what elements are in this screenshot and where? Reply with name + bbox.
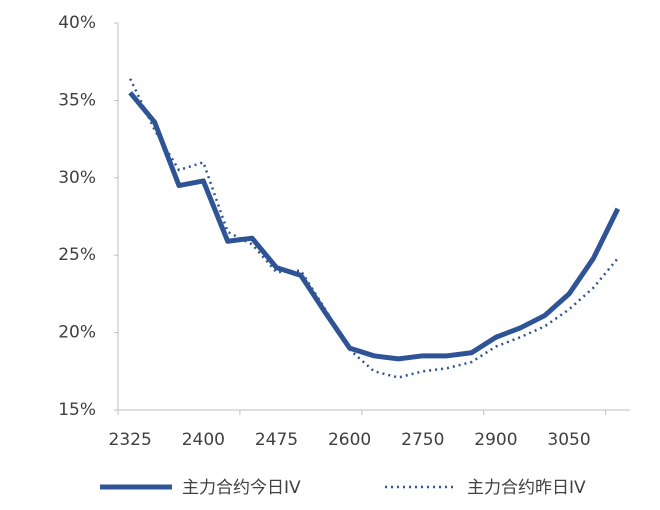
- legend-label: 主力合约今日IV: [182, 478, 301, 498]
- series-line: [129, 78, 619, 379]
- x-tick-label: 2325: [109, 430, 152, 450]
- series-line: [128, 91, 621, 362]
- y-tick-label: 15%: [58, 400, 96, 420]
- x-tick-label: 2400: [182, 430, 225, 450]
- x-tick-label: 3050: [547, 430, 590, 450]
- y-tick-label: 25%: [58, 245, 96, 265]
- x-tick-label: 2900: [474, 430, 517, 450]
- x-tick-label: 2475: [255, 430, 298, 450]
- y-tick-label: 30%: [58, 168, 96, 188]
- y-tick-label: 40%: [58, 13, 96, 33]
- x-tick-label: 2750: [401, 430, 444, 450]
- y-tick-label: 35%: [58, 90, 96, 110]
- legend-label: 主力合约昨日IV: [467, 478, 586, 498]
- x-tick-label: 2600: [328, 430, 371, 450]
- y-tick-label: 20%: [58, 323, 96, 343]
